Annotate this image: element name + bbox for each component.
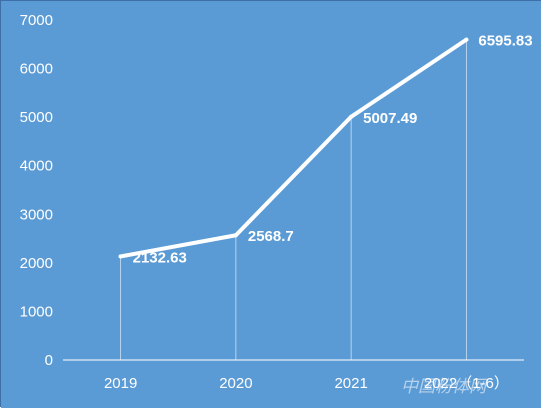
data-label: 2132.63 [133,249,187,266]
y-tick-label: 4000 [20,158,53,175]
data-point [464,37,469,42]
data-labels: 2132.63 2568.7 5007.49 6595.83 [133,33,533,267]
data-label: 5007.49 [363,110,417,127]
data-label: 2568.7 [248,228,294,245]
data-point [233,233,238,238]
x-tick-label: 2020 [219,375,252,392]
x-tick-label: 2022（1-6） [424,375,509,392]
y-axis-ticks: 0 1000 2000 3000 4000 5000 6000 7000 [20,12,53,369]
watermark-logo: 中国粉体网 [401,377,488,397]
data-label: 6595.83 [478,33,532,50]
x-tick-label: 2019 [104,375,137,392]
series-line [118,37,469,259]
y-tick-label: 6000 [20,61,53,78]
x-tick-label: 2021 [334,375,367,392]
y-tick-label: 0 [45,352,53,369]
data-point [118,254,123,259]
y-tick-label: 5000 [20,109,53,126]
y-tick-label: 1000 [20,303,53,320]
series [118,37,469,259]
y-tick-label: 2000 [20,255,53,272]
x-axis: 2019 2020 2021 2022（1-6） [63,359,524,392]
watermark: 中国粉体网 [401,377,488,397]
drop-lines [120,39,467,360]
y-tick-label: 7000 [20,12,53,29]
y-tick-label: 3000 [20,206,53,223]
data-point [349,114,354,119]
